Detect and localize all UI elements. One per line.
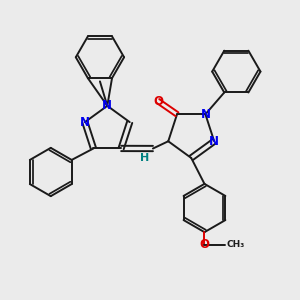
Text: N: N <box>200 108 210 121</box>
Text: H: H <box>140 153 149 163</box>
Text: N: N <box>209 135 219 148</box>
Text: N: N <box>80 116 90 129</box>
Text: CH₃: CH₃ <box>226 240 244 249</box>
Text: O: O <box>153 94 163 107</box>
Text: O: O <box>200 238 209 251</box>
Text: N: N <box>102 99 112 112</box>
